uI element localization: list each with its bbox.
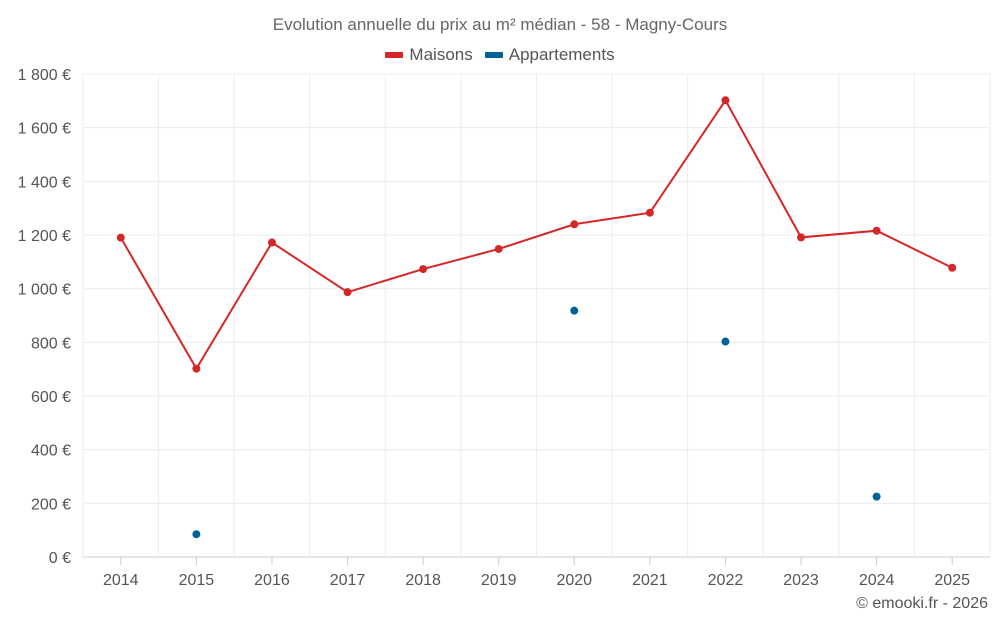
y-tick-label: 1 200 €	[18, 228, 71, 245]
series-line-maisons	[119, 98, 953, 371]
data-point-appartements	[192, 530, 201, 539]
data-point-maisons	[267, 238, 276, 247]
legend: Maisons Appartements	[0, 45, 1000, 65]
y-tick-label: 1 000 €	[18, 282, 71, 299]
data-point-maisons	[192, 364, 201, 373]
data-point-maisons	[721, 96, 730, 105]
y-tick-label: 600 €	[31, 389, 71, 406]
x-tick-label: 2017	[330, 572, 366, 589]
credit: © emooki.fr - 2026	[856, 595, 988, 612]
data-point-appartements	[721, 337, 730, 346]
legend-item-maisons[interactable]: Maisons	[385, 45, 473, 65]
data-point-maisons	[948, 263, 957, 272]
data-point-maisons	[872, 226, 881, 235]
legend-swatch-appartements	[484, 52, 503, 58]
x-tick-label: 2025	[934, 572, 970, 589]
x-tick-label: 2021	[632, 572, 668, 589]
x-tick-label: 2022	[708, 572, 744, 589]
data-point-appartements	[872, 492, 881, 501]
x-tick-label: 2024	[859, 572, 895, 589]
legend-swatch-maisons	[385, 52, 404, 58]
y-tick-label: 200 €	[31, 496, 71, 513]
data-point-maisons	[645, 208, 654, 217]
data-point-maisons	[343, 288, 352, 297]
data-point-maisons	[570, 220, 579, 229]
chart-title: Evolution annuelle du prix au m² médian …	[272, 15, 728, 34]
legend-label-maisons: Maisons	[409, 45, 473, 64]
y-tick-label: 1 600 €	[18, 121, 71, 138]
data-point-maisons	[494, 244, 503, 253]
x-tick-label: 2019	[481, 572, 517, 589]
data-point-maisons	[797, 233, 806, 242]
legend-label-appartements: Appartements	[508, 45, 615, 64]
legend-item-appartements[interactable]: Appartements	[484, 45, 615, 65]
x-tick-label: 2018	[405, 572, 441, 589]
y-tick-label: 1 800 €	[18, 67, 71, 84]
x-tick-label: 2023	[783, 572, 819, 589]
data-point-maisons	[116, 233, 125, 242]
y-tick-label: 800 €	[31, 335, 71, 352]
x-tick-label: 2016	[254, 572, 290, 589]
data-point-maisons	[419, 265, 428, 274]
y-tick-label: 400 €	[31, 443, 71, 460]
y-tick-label: 0 €	[49, 550, 71, 567]
y-tick-label: 1 400 €	[18, 174, 71, 191]
x-tick-label: 2014	[103, 572, 139, 589]
x-tick-label: 2020	[556, 572, 592, 589]
data-point-appartements	[570, 306, 579, 315]
x-tick-label: 2015	[179, 572, 215, 589]
